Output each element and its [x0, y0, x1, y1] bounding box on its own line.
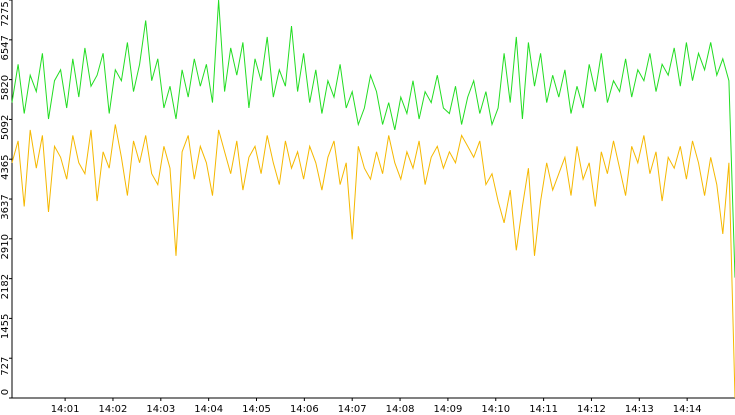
x-tick-label: 14:06	[290, 404, 319, 415]
y-tick-label: 2182	[0, 274, 11, 299]
series-line	[11, 124, 735, 399]
y-tick-label: 6547	[0, 35, 11, 60]
x-tick-label: 14:12	[577, 404, 606, 415]
x-tick-label: 14:09	[433, 404, 462, 415]
y-tick-label: 5092	[0, 115, 11, 140]
y-tick-label: 1455	[0, 314, 11, 339]
series-line	[11, 0, 735, 278]
y-tick-label: 2910	[0, 234, 11, 259]
y-tick-label: 4365	[0, 154, 11, 179]
x-tick-label: 14:03	[146, 404, 175, 415]
y-tick-label: 7275	[0, 1, 11, 26]
x-tick-label: 14:10	[481, 404, 510, 415]
x-tick-label: 14:05	[242, 404, 271, 415]
x-tick-label: 14:11	[529, 404, 558, 415]
x-tick-label: 14:13	[625, 404, 654, 415]
y-tick-label: 5820	[0, 75, 11, 100]
x-tick-label: 14:02	[99, 404, 128, 415]
x-tick-label: 14:14	[673, 404, 702, 415]
y-tick-label: 0	[0, 389, 11, 395]
x-tick-label: 14:04	[194, 404, 223, 415]
x-tick-label: 14:07	[338, 404, 367, 415]
y-tick-label: 727	[0, 357, 11, 376]
x-tick-label: 14:01	[51, 404, 80, 415]
y-tick-label: 3637	[0, 194, 11, 219]
x-tick-label: 14:08	[386, 404, 415, 415]
